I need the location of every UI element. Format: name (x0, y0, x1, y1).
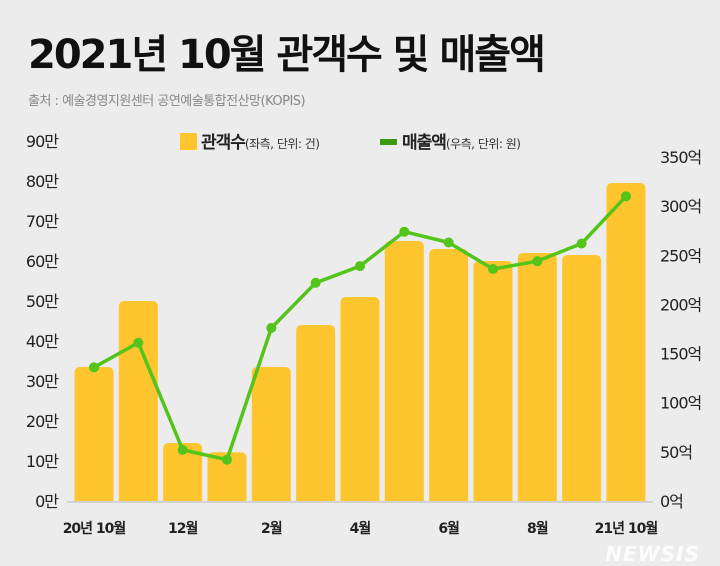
left-axis-tick-label: 40만 (26, 332, 59, 351)
legend-note-audience: (좌측, 단위: 건) (245, 137, 320, 151)
x-axis-tick-label: 6월 (438, 520, 459, 537)
line-point-revenue (266, 323, 277, 334)
x-axis-tick-label: 8월 (527, 520, 548, 537)
right-axis-tick-label: 300억 (660, 197, 701, 216)
bar-audience (251, 367, 291, 501)
line-point-revenue (443, 237, 454, 248)
legend-swatch-revenue (380, 139, 397, 145)
right-axis-tick-label: 200억 (660, 295, 701, 314)
chart-title: 2021년 10월 관객수 및 매출액 (28, 32, 546, 78)
right-axis-tick-label: 350억 (660, 148, 701, 167)
x-axis-tick-label: 4월 (350, 520, 371, 537)
bar-audience (296, 325, 336, 501)
legend-revenue: 매출액(우측, 단위: 원) (402, 133, 520, 153)
legend-note-revenue: (우측, 단위: 원) (446, 137, 521, 151)
bar-audience (340, 297, 380, 501)
line-point-revenue (399, 226, 410, 237)
line-point-revenue (532, 256, 543, 267)
right-axis-tick-label: 0억 (660, 492, 683, 511)
left-axis-tick-label: 60만 (26, 252, 59, 271)
left-axis-tick-label: 10만 (26, 452, 59, 471)
right-axis-tick-label: 100억 (660, 394, 701, 413)
bar-audience (118, 301, 158, 501)
line-point-revenue (310, 277, 321, 288)
legend-label-revenue: 매출액 (402, 133, 446, 153)
line-point-revenue (354, 261, 365, 272)
left-axis-tick-label: 80만 (26, 172, 59, 191)
line-point-revenue (487, 264, 498, 275)
bar-audience (473, 261, 513, 501)
legend-swatch-audience (180, 133, 197, 150)
legend-label-audience: 관객수 (201, 133, 246, 153)
bar-audience (562, 255, 602, 501)
bar-audience (207, 452, 247, 501)
x-axis-tick-label: 21년 10월 (595, 520, 658, 537)
left-axis-tick-label: 20만 (26, 412, 59, 431)
left-axis-tick-label: 70만 (26, 212, 59, 231)
right-axis-tick-label: 150억 (660, 345, 701, 364)
bar-audience (74, 367, 114, 501)
x-axis-tick-label: 20년 10월 (63, 520, 126, 537)
left-axis-tick-label: 50만 (26, 292, 59, 311)
bar-audience (517, 253, 557, 501)
bar-audience (384, 241, 424, 501)
line-point-revenue (89, 362, 99, 373)
chart-source: 출처 : 예술경영지원센터 공연예술통합전산망(KOPIS) (28, 94, 306, 109)
x-axis-tick-label: 2월 (261, 520, 282, 537)
left-axis-tick-label: 30만 (26, 372, 59, 391)
x-axis-tick-label: 12월 (168, 520, 197, 537)
line-point-revenue (576, 238, 587, 249)
left-axis-tick-label: 90만 (26, 132, 59, 151)
line-point-revenue (177, 444, 188, 455)
legend-audience: 관객수(좌측, 단위: 건) (201, 133, 319, 153)
bar-audience (429, 249, 469, 501)
bar-audience (163, 443, 203, 501)
line-point-revenue (620, 191, 631, 202)
bar-audience (606, 183, 646, 501)
right-axis-tick-label: 50억 (660, 443, 692, 462)
left-axis-tick-label: 0만 (35, 492, 59, 511)
line-point-revenue (133, 337, 144, 348)
line-point-revenue (221, 454, 232, 465)
watermark-logo: NEWSIS (605, 542, 700, 566)
right-axis-tick-label: 250억 (660, 246, 701, 265)
